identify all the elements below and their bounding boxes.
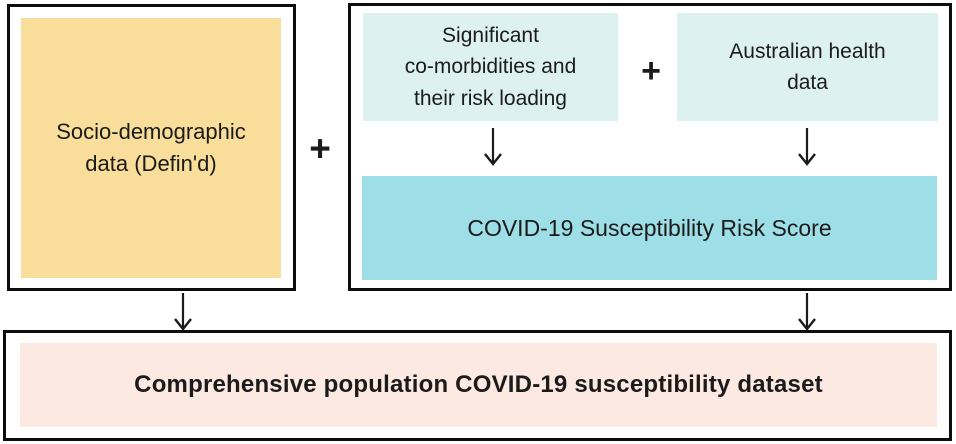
down-arrow-icon xyxy=(794,292,820,331)
socio-demographic-box: Socio-demographic data (Defin'd) xyxy=(21,18,281,278)
down-arrow-icon xyxy=(170,292,196,331)
plus-operator-outer: + xyxy=(309,127,331,169)
down-arrow-icon xyxy=(794,127,820,167)
australian-health-data-box: Australian health data xyxy=(677,13,938,121)
output-dataset-container: Comprehensive population COVID-19 suscep… xyxy=(3,330,952,441)
plus-operator-inner: + xyxy=(641,52,661,90)
risk-score-group-container: Significant co-morbidities and their ris… xyxy=(348,3,952,291)
down-arrow-icon xyxy=(480,127,506,167)
comorbidities-box: Significant co-morbidities and their ris… xyxy=(363,13,618,121)
socio-demographic-container: Socio-demographic data (Defin'd) xyxy=(7,4,296,291)
risk-score-box: COVID-19 Susceptibility Risk Score xyxy=(362,176,937,280)
output-dataset-box: Comprehensive population COVID-19 suscep… xyxy=(20,343,937,427)
